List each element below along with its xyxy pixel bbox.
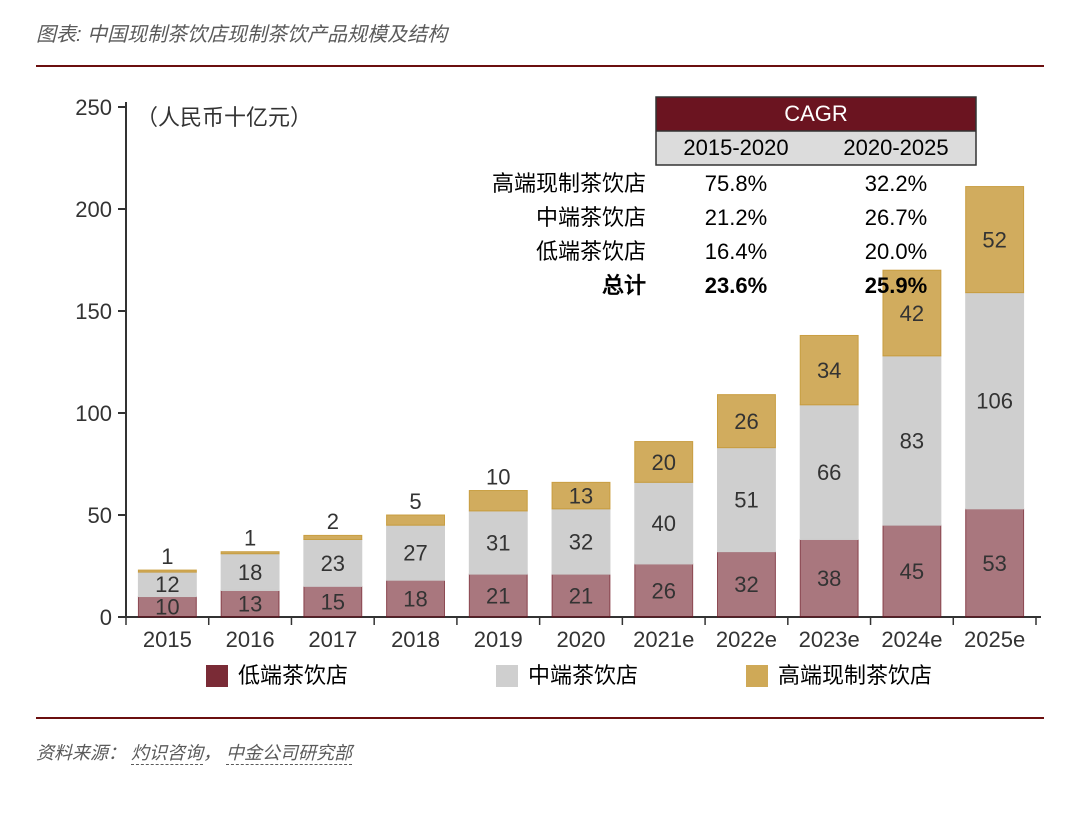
legend-label: 低端茶饮店 [238, 663, 348, 688]
chart-title: 图表: 中国现制茶饮店现制茶饮产品规模及结构 [36, 18, 1044, 47]
legend-swatch [206, 665, 228, 687]
cagr-col-b: 2020-2025 [843, 135, 948, 160]
bar-value-label: 66 [817, 460, 841, 485]
y-tick-label: 100 [75, 401, 112, 426]
bar-value-label: 34 [817, 358, 841, 383]
source-b: 中金公司研究部 [226, 743, 352, 765]
bar-value-label: 26 [734, 409, 758, 434]
x-label: 2016 [226, 627, 275, 652]
bar-value-label: 2 [327, 509, 339, 534]
legend: 低端茶饮店 中端茶饮店 高端现制茶饮店 [206, 663, 932, 688]
cagr-row-label: 总计 [602, 273, 646, 298]
y-tick-label: 50 [88, 503, 112, 528]
source-prefix: 资料来源： [36, 743, 126, 763]
bar-value-label: 21 [486, 583, 510, 608]
bar-value-label: 18 [238, 560, 262, 585]
bar-value-label: 13 [238, 592, 262, 617]
cagr-row-label: 高端现制茶饮店 [492, 171, 646, 196]
bar-segment [304, 535, 362, 539]
bar-value-label: 1 [161, 544, 173, 569]
x-label: 2018 [391, 627, 440, 652]
chart-area: 050100150200250（人民币十亿元）20152016201720182… [36, 77, 1044, 717]
rule-bottom [36, 717, 1044, 719]
bar-value-label: 27 [403, 541, 427, 566]
cagr-header: CAGR [784, 101, 848, 126]
bar-value-label: 53 [982, 551, 1006, 576]
bar-value-label: 12 [155, 572, 179, 597]
bar-value-label: 52 [982, 227, 1006, 252]
bar-value-label: 51 [734, 488, 758, 513]
bar-value-label: 20 [651, 450, 675, 475]
x-label: 2020 [557, 627, 606, 652]
y-tick-label: 250 [75, 95, 112, 120]
bar-value-label: 13 [569, 483, 593, 508]
bar-value-label: 18 [403, 586, 427, 611]
bar-value-label: 26 [651, 578, 675, 603]
x-label: 2024e [881, 627, 942, 652]
bar-segment [387, 515, 445, 525]
bar-value-label: 42 [900, 301, 924, 326]
bar-value-label: 83 [900, 428, 924, 453]
bar-value-label: 10 [486, 464, 510, 489]
bar-value-label: 106 [976, 389, 1013, 414]
x-label: 2021e [633, 627, 694, 652]
bar-value-label: 32 [734, 572, 758, 597]
cagr-row-label: 低端茶饮店 [536, 239, 646, 264]
cagr-col-a: 2015-2020 [683, 135, 788, 160]
bar-value-label: 10 [155, 595, 179, 620]
legend-label: 高端现制茶饮店 [778, 663, 932, 688]
x-label: 2019 [474, 627, 523, 652]
cagr-row-v1: 21.2% [705, 205, 767, 230]
cagr-row-v1: 23.6% [705, 273, 767, 298]
bar-segment [469, 491, 527, 511]
x-label: 2017 [308, 627, 357, 652]
cagr-row-v2: 20.0% [865, 239, 927, 264]
cagr-row-v2: 26.7% [865, 205, 927, 230]
bar-value-label: 38 [817, 566, 841, 591]
bar-value-label: 5 [409, 489, 421, 514]
bar-value-label: 21 [569, 583, 593, 608]
x-label: 2015 [143, 627, 192, 652]
y-tick-label: 150 [75, 299, 112, 324]
cagr-row-label: 中端茶饮店 [536, 205, 646, 230]
unit-label: （人民币十亿元） [136, 105, 312, 130]
bar-value-label: 45 [900, 559, 924, 584]
cagr-row-v2: 32.2% [865, 171, 927, 196]
bar-segment [221, 552, 279, 554]
source-sep: ， [203, 743, 221, 763]
bar-value-label: 15 [321, 590, 345, 615]
stacked-bar-chart: 050100150200250（人民币十亿元）20152016201720182… [36, 77, 1044, 717]
bar-value-label: 32 [569, 529, 593, 554]
x-label: 2025e [964, 627, 1025, 652]
legend-swatch [496, 665, 518, 687]
cagr-row-v1: 75.8% [705, 171, 767, 196]
legend-swatch [746, 665, 768, 687]
y-tick-label: 200 [75, 197, 112, 222]
cagr-table: CAGR 2015-2020 2020-2025 高端现制茶饮店 75.8% 32.2% 中… [492, 97, 976, 298]
rule-top [36, 65, 1044, 67]
source-line: 资料来源： 灼识咨询， 中金公司研究部 [36, 739, 1044, 765]
x-label: 2022e [716, 627, 777, 652]
bar-value-label: 1 [244, 526, 256, 551]
y-tick-label: 0 [100, 605, 112, 630]
x-label: 2023e [799, 627, 860, 652]
bar-value-label: 31 [486, 530, 510, 555]
page-root: 图表: 中国现制茶饮店现制茶饮产品规模及结构 0 50 100 150 200 250 （人… [0, 0, 1080, 833]
cagr-row-v2: 25.9% [865, 273, 927, 298]
cagr-row-v1: 16.4% [705, 239, 767, 264]
legend-label: 中端茶饮店 [528, 663, 638, 688]
source-a: 灼识咨询 [131, 743, 203, 765]
bar-value-label: 40 [651, 511, 675, 536]
bar-value-label: 23 [321, 551, 345, 576]
